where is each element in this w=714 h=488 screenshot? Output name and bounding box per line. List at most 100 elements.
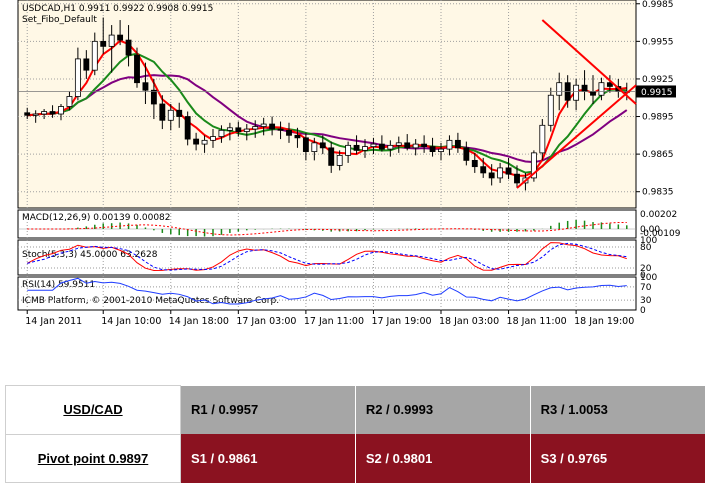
candle-body — [218, 129, 225, 137]
candle-body — [74, 58, 81, 97]
candle-body — [336, 154, 343, 166]
pair-cell: USD/CAD — [5, 385, 181, 435]
candle-body — [480, 166, 487, 174]
candle-body — [514, 173, 520, 184]
candle-body — [429, 146, 436, 153]
candle-body — [573, 84, 580, 101]
candle-body — [556, 82, 563, 96]
slow-ma-line — [27, 74, 628, 164]
s2-cell: S2 / 0.9801 — [354, 434, 531, 483]
candle-body — [167, 109, 174, 121]
candle-body — [58, 106, 64, 115]
x-tick-label: 18 Jan 19:00 — [574, 316, 634, 327]
lower-trendline — [516, 84, 637, 189]
candle-body — [201, 139, 208, 145]
stoch-tick-label: 20 — [640, 264, 652, 274]
r2-cell: R2 / 0.9993 — [354, 385, 531, 434]
candle-body — [581, 84, 588, 92]
candle-body — [24, 112, 31, 116]
y-tick-label: 0.9985 — [642, 0, 674, 10]
support-row: Pivot point 0.9897 S1 / 0.9861 S2 / 0.98… — [5, 433, 705, 483]
macd-tick-label: 0.00 — [640, 225, 660, 235]
candle-body — [404, 142, 411, 149]
y-tick-label: 0.9955 — [642, 37, 674, 47]
candle-body — [328, 147, 335, 166]
candle-body — [387, 144, 394, 150]
candle-body — [370, 143, 377, 148]
current-price-box — [636, 85, 676, 98]
rsi-line — [27, 277, 627, 305]
candle-body — [32, 113, 39, 116]
candle-body — [421, 143, 428, 148]
x-tick-label: 17 Jan 03:00 — [236, 316, 296, 327]
candle-body — [260, 123, 267, 127]
candle-body — [91, 40, 98, 71]
candle-body — [277, 128, 284, 131]
macd-tick-label: 0.00202 — [640, 210, 677, 220]
stoch-panel — [17, 239, 637, 276]
main-plot-area — [17, 0, 637, 209]
candle-body — [488, 172, 495, 179]
stoch-tick-label: 100 — [640, 236, 657, 246]
stoch-tick-label: 80 — [640, 243, 652, 253]
candle-body — [226, 127, 233, 131]
r1-cell: R1 / 0.9957 — [180, 385, 356, 434]
s3-cell: S3 / 0.9765 — [529, 434, 705, 483]
candle-body — [269, 123, 276, 130]
candle-body — [497, 167, 504, 179]
stoch-d-line — [27, 242, 627, 271]
rsi-tick-label: 0 — [640, 306, 646, 316]
candle-body — [590, 91, 596, 96]
candle-body — [193, 138, 200, 145]
macd-tick-label: -0.00109 — [640, 229, 680, 239]
y-tick-label: 0.9865 — [642, 150, 674, 160]
candle-body — [184, 116, 191, 140]
candle-body — [547, 94, 554, 126]
candle-body — [378, 143, 385, 150]
candle-body — [438, 148, 444, 153]
candle-body — [412, 143, 419, 149]
x-tick-label: 18 Jan 03:00 — [439, 316, 499, 327]
forex-chart: 0.9985 0.9955 0.9925 0.9895 0.9865 0.9835 14 J… — [17, 0, 680, 327]
candle-body — [66, 96, 73, 107]
candle-body — [150, 89, 157, 105]
rsi-tick-label: 100 — [640, 273, 657, 283]
candle-body — [159, 103, 166, 121]
rsi-panel — [17, 276, 637, 311]
stoch-tick-label: 0 — [640, 271, 646, 281]
mid-ma-line — [27, 52, 627, 174]
macd-signal-line — [27, 221, 627, 236]
pivot-label: Pivot point 0.9897 — [37, 450, 149, 466]
candle-body — [539, 124, 546, 154]
candle-body — [100, 40, 107, 47]
macd-panel — [17, 209, 637, 239]
candle-body — [125, 39, 132, 56]
candle-body — [286, 129, 292, 136]
candle-body — [395, 142, 402, 146]
candle-body — [598, 82, 605, 96]
candle-body — [210, 136, 216, 141]
watermark-text: ICMB Platform, © 2001-2010 MetaQuotes So… — [22, 296, 279, 306]
candle-body — [243, 128, 250, 132]
rsi-tick-label: 30 — [640, 296, 652, 306]
candle-body — [345, 144, 352, 156]
candle-body — [108, 34, 115, 47]
candle-body — [41, 111, 48, 115]
y-tick-label: 0.9835 — [642, 188, 674, 198]
pivot-table: USD/CAD R1 / 0.9957 R2 / 0.9993 R3 / 1.0… — [5, 385, 705, 483]
macd-label: MACD(12,26,9) 0.00139 0.00082 — [22, 213, 171, 223]
upper-trendline — [541, 19, 637, 105]
candle-body — [49, 111, 56, 115]
rsi-tick-label: 70 — [640, 283, 652, 293]
y-tick-label: 0.9925 — [642, 75, 674, 85]
candle-body — [134, 54, 140, 84]
candle-body — [319, 142, 326, 149]
x-tick-label: 17 Jan 11:00 — [304, 316, 364, 327]
candle-body — [505, 167, 512, 175]
candle-body — [302, 137, 309, 153]
chart-panel: 0.9985 0.9955 0.9925 0.9895 0.9865 0.9835 14 J… — [17, 0, 680, 327]
x-tick-label: 14 Jan 18:00 — [169, 316, 229, 327]
y-tick-label: 0.9895 — [642, 113, 674, 123]
x-tick-label: 14 Jan 2011 — [25, 316, 82, 327]
candle-body — [235, 127, 242, 132]
